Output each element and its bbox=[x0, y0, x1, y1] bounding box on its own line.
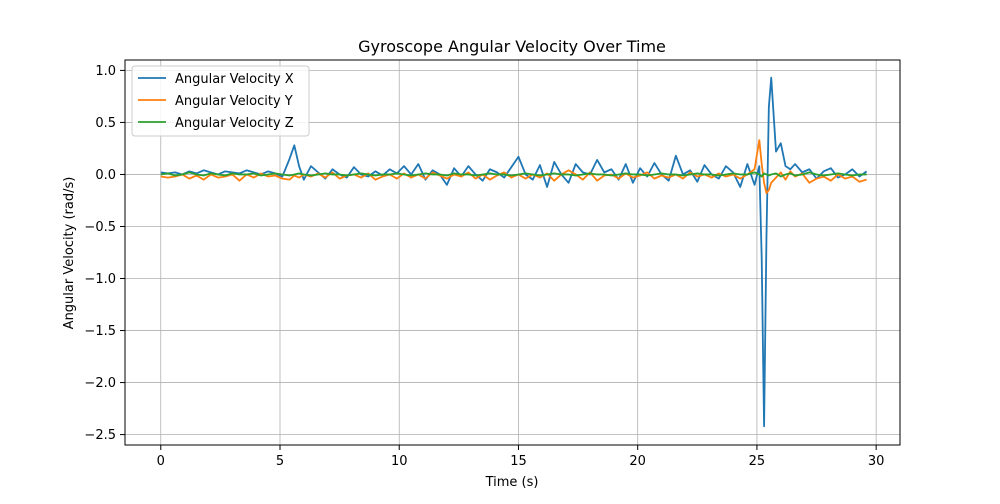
legend-label: Angular Velocity Z bbox=[175, 116, 294, 131]
legend-box bbox=[131, 65, 310, 137]
y-tick-label: −1.5 bbox=[84, 324, 116, 339]
legend-label: Angular Velocity Y bbox=[175, 94, 293, 109]
y-tick-label: −1.0 bbox=[84, 272, 116, 287]
x-axis-label: Time (s) bbox=[485, 475, 539, 490]
y-tick-label: 0.5 bbox=[95, 116, 116, 131]
plot-area-frame bbox=[124, 59, 901, 446]
x-axis-ticks: 0 5 10 15 20 25 30 bbox=[157, 445, 885, 469]
y-tick-label: 0.0 bbox=[95, 168, 116, 183]
y-tick-label: −0.5 bbox=[84, 220, 116, 235]
series-line-y bbox=[160, 139, 867, 195]
x-tick-label: 5 bbox=[276, 454, 284, 469]
x-tick-label: 15 bbox=[510, 454, 527, 469]
legend: Angular Velocity X Angular Velocity Y Angu… bbox=[131, 65, 310, 137]
y-tick-label: −2.5 bbox=[84, 428, 116, 443]
series-line-z bbox=[160, 171, 867, 178]
x-tick-label: 10 bbox=[391, 454, 408, 469]
series-lines bbox=[160, 76, 868, 428]
x-tick-label: 30 bbox=[868, 454, 885, 469]
y-axis-ticks: 1.0 0.5 0.0 −0.5 −1.0 −1.5 −2.0 −2.5 bbox=[84, 64, 125, 443]
x-tick-label: 25 bbox=[749, 454, 766, 469]
y-tick-label: 1.0 bbox=[95, 64, 116, 79]
chart-title: Gyroscope Angular Velocity Over Time bbox=[358, 37, 666, 56]
legend-label: Angular Velocity X bbox=[175, 72, 294, 87]
y-tick-label: −2.0 bbox=[84, 376, 116, 391]
y-axis-label: Angular Velocity (rad/s) bbox=[62, 177, 77, 330]
x-tick-label: 20 bbox=[629, 454, 646, 469]
x-tick-label: 0 bbox=[157, 454, 165, 469]
